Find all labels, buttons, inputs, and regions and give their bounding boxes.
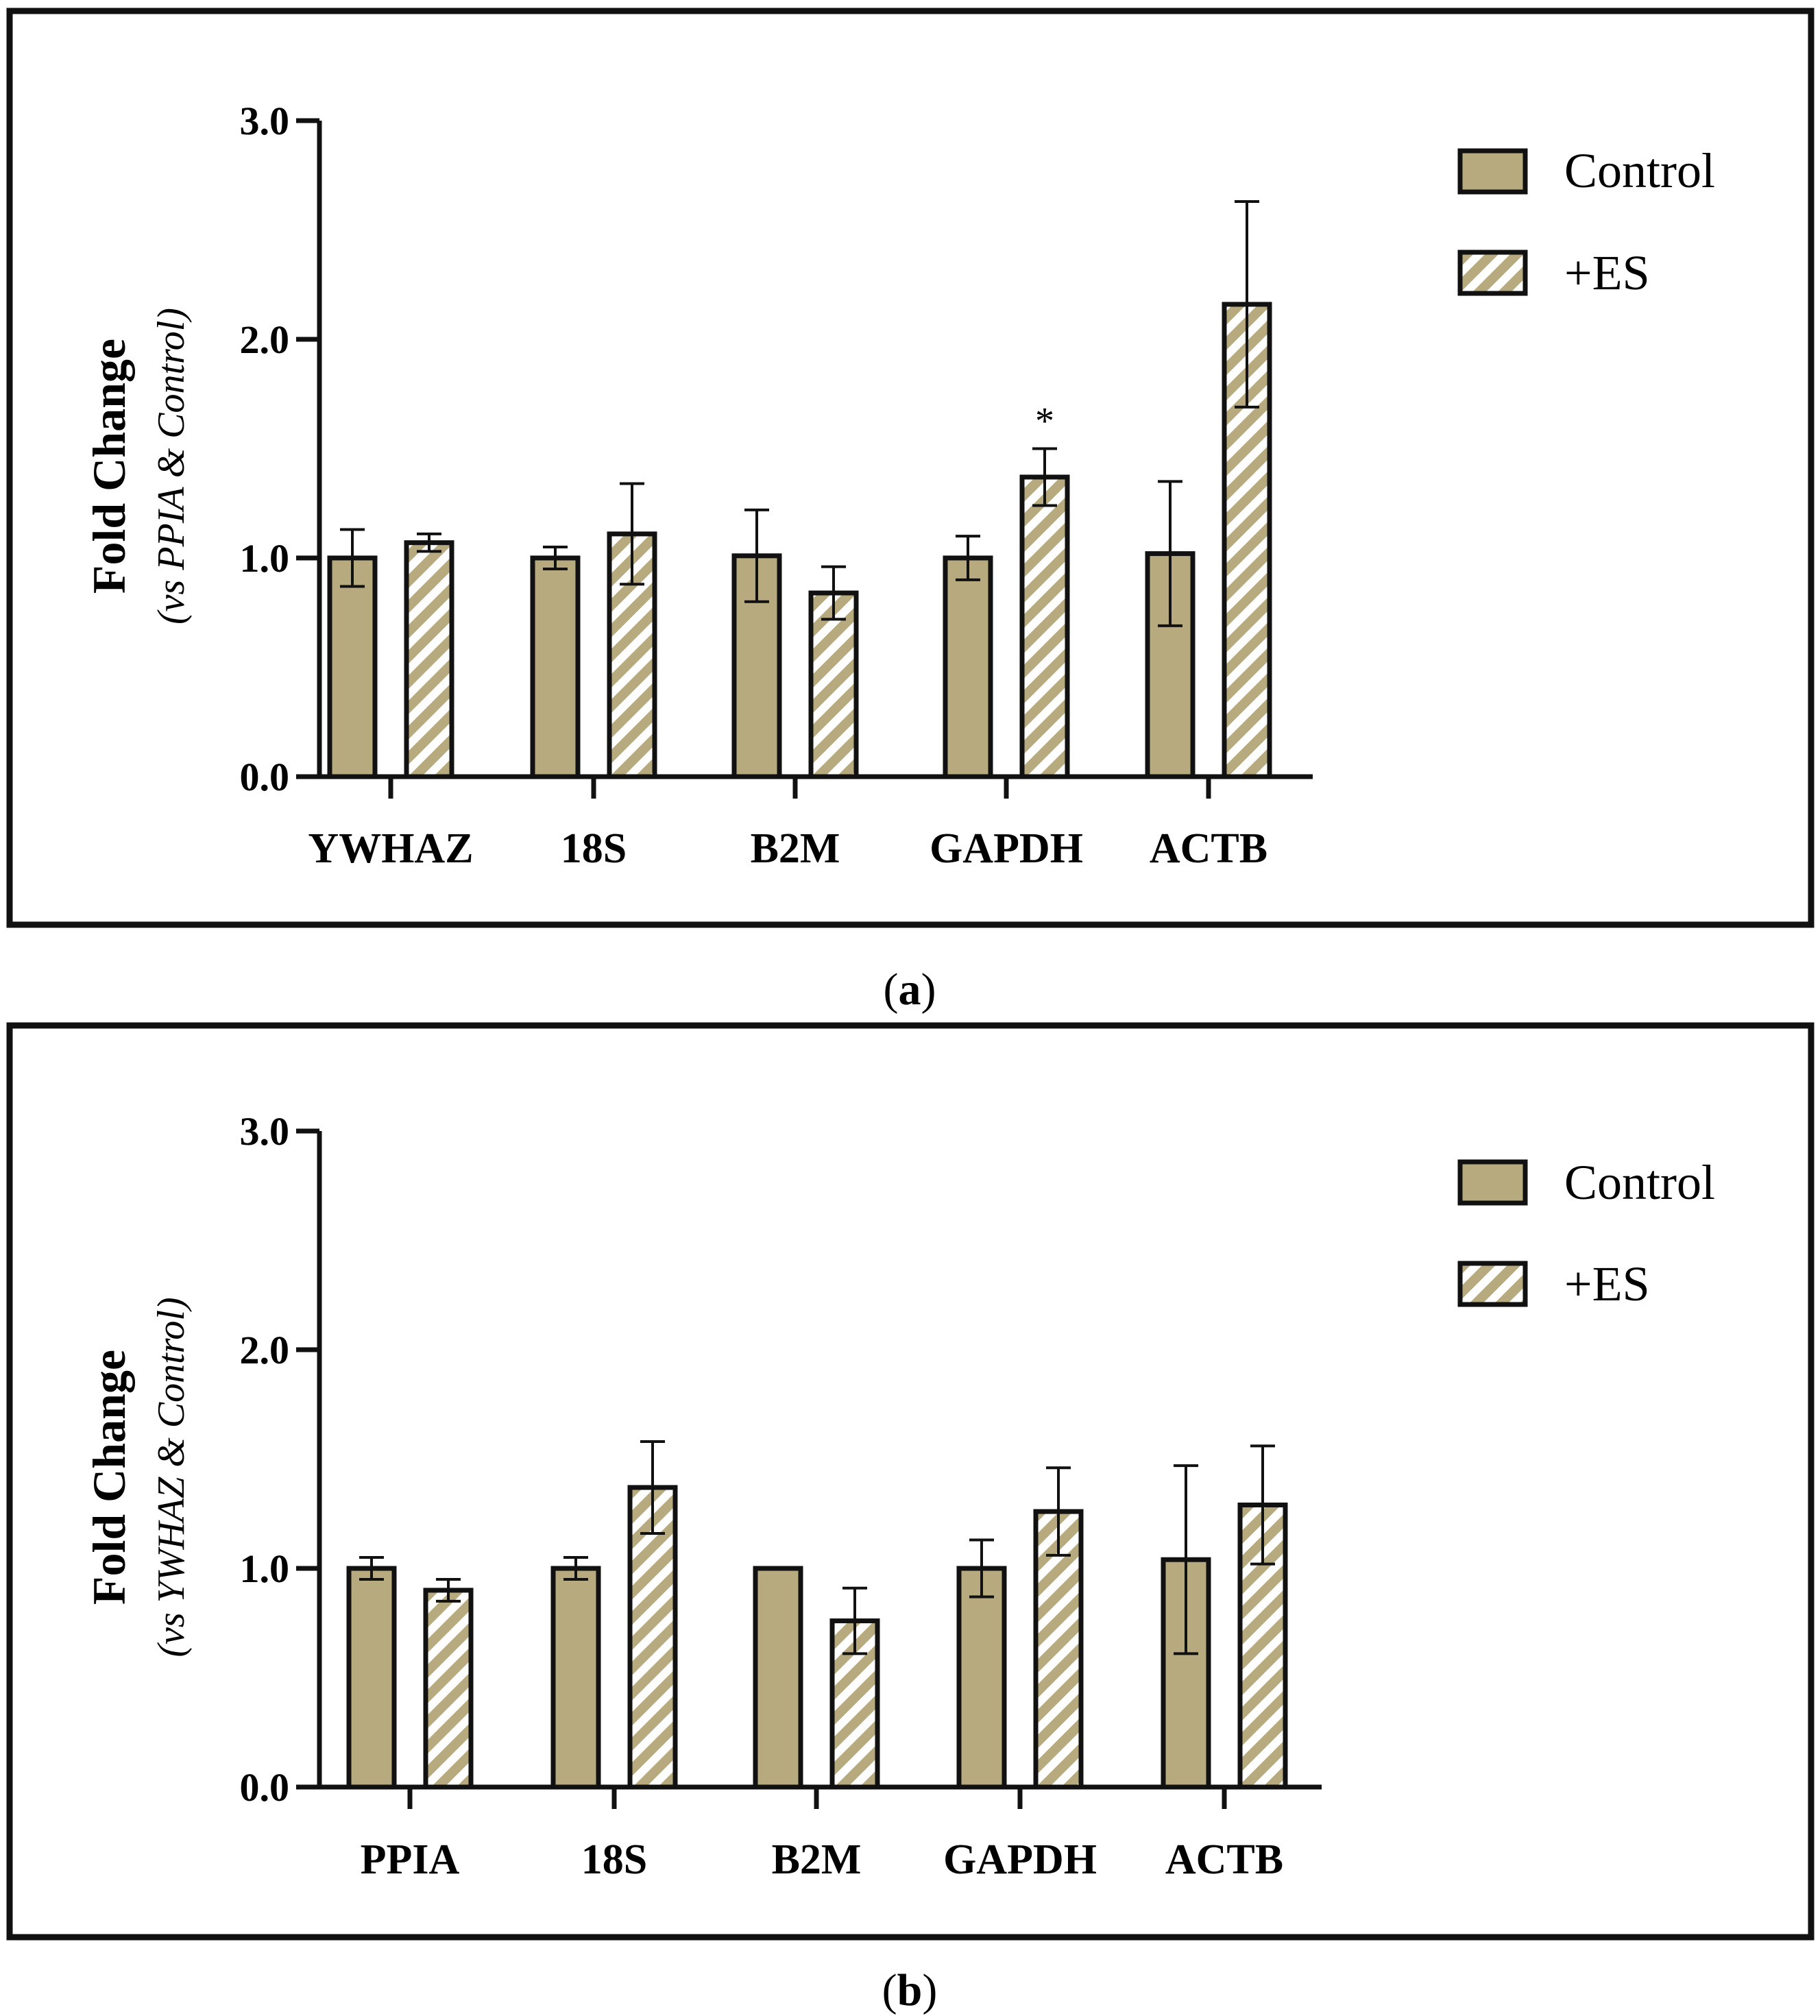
panel-b-legend-swatch-es bbox=[1457, 1261, 1528, 1307]
panel-a-x-tick-label: 18S bbox=[561, 825, 627, 872]
panel-a-y-tick-label: 2.0 bbox=[240, 317, 290, 362]
panel-a-legend-label-es: +ES bbox=[1564, 245, 1650, 300]
panel-a-bar-control bbox=[327, 555, 378, 779]
panel-a-bar-control bbox=[530, 555, 581, 779]
panel-a-y-subtitle: (vs PPIA & Control) bbox=[150, 308, 193, 624]
panel-a-legend-swatch-control bbox=[1457, 148, 1528, 195]
panel-b-label: (b) bbox=[882, 1965, 938, 2015]
panel-a-x-tick-label: ACTB bbox=[1150, 825, 1267, 872]
panel-b-y-title: Fold Change bbox=[83, 1350, 135, 1605]
panel-a-bar-control bbox=[943, 555, 993, 779]
panel-a-x-tick-label: YWHAZ bbox=[308, 825, 473, 872]
panel-b-plot-area: 0.0 1.0 2.0 3.0 PPIA 18S B2M GAPDH ACTB bbox=[240, 1109, 1322, 1883]
panel-b-label-letter: b bbox=[897, 1965, 923, 2015]
panel-b-x-tick-label: ACTB bbox=[1165, 1836, 1283, 1883]
panel-b-bar-es bbox=[423, 1588, 474, 1790]
panel-a-significance-marker: * bbox=[1035, 400, 1054, 443]
panel-a-y-title: Fold Change bbox=[83, 339, 135, 594]
panel-a-y-tick-label: 3.0 bbox=[240, 99, 290, 143]
panel-b-bar-control bbox=[346, 1566, 397, 1790]
panel-b-y-tick-label: 2.0 bbox=[240, 1328, 290, 1372]
panel-b-bar-control bbox=[956, 1566, 1007, 1790]
panel-a-label-letter: a bbox=[899, 964, 921, 1015]
panel-a-y-tick-label: 0.0 bbox=[240, 755, 290, 799]
panel-b-x-tick-label: B2M bbox=[772, 1836, 862, 1883]
panel-a-legend-swatch-es bbox=[1457, 250, 1528, 296]
panel-b-x-tick-label: 18S bbox=[581, 1836, 647, 1883]
panel-a-legend: Control +ES bbox=[1457, 143, 1715, 300]
panel-a-label: (a) bbox=[884, 964, 936, 1015]
panel-a-y-tick-label: 1.0 bbox=[240, 536, 290, 581]
panel-b-bar-es bbox=[1033, 1509, 1084, 1790]
panel-a-bar-es bbox=[404, 540, 454, 779]
panel-b-legend: Control +ES bbox=[1457, 1155, 1715, 1311]
panel-b-x-tick-label: GAPDH bbox=[943, 1836, 1097, 1883]
panel-b-bar-es bbox=[627, 1485, 678, 1790]
panel-a-legend-label-control: Control bbox=[1564, 143, 1715, 198]
panel-b-frame bbox=[6, 1022, 1815, 1941]
panel-a-plot-area: 0.0 1.0 2.0 3.0 YWHAZ 18S B2M GAPDH ACTB * bbox=[240, 99, 1313, 872]
panel-b-y-tick-label: 1.0 bbox=[240, 1546, 290, 1591]
panel-b-legend-label-control: Control bbox=[1564, 1155, 1715, 1210]
panel-b-legend-label-es: +ES bbox=[1564, 1256, 1650, 1311]
panel-a-frame bbox=[6, 8, 1815, 928]
panel-b-legend-swatch-control bbox=[1457, 1159, 1528, 1206]
panel-a: Fold Change (vs PPIA & Control) 0.0 1.0 2.… bbox=[6, 8, 1815, 928]
panel-a-x-tick-label: B2M bbox=[751, 825, 840, 872]
panel-b-y-subtitle: (vs YWHAZ & Control) bbox=[150, 1297, 193, 1657]
panel-a-x-tick-label: GAPDH bbox=[930, 825, 1083, 872]
panel-b-y-tick-label: 3.0 bbox=[240, 1109, 290, 1154]
panel-b-x-tick-label: PPIA bbox=[361, 1836, 460, 1883]
panel-b-bar-control bbox=[550, 1566, 601, 1790]
panel-b-bar-control bbox=[753, 1566, 803, 1790]
panel-b: Fold Change (vs YWHAZ & Control) 0.0 1.0 2… bbox=[6, 1022, 1815, 1941]
panel-a-bar-es bbox=[1019, 474, 1070, 779]
panel-b-y-tick-label: 0.0 bbox=[240, 1765, 290, 1810]
